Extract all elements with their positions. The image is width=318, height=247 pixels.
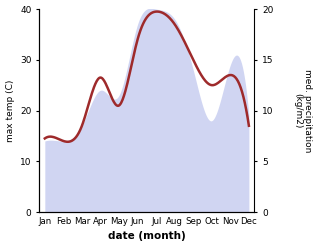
Y-axis label: max temp (C): max temp (C) [5, 79, 15, 142]
X-axis label: date (month): date (month) [108, 231, 186, 242]
Y-axis label: med. precipitation
(kg/m2): med. precipitation (kg/m2) [293, 69, 313, 152]
